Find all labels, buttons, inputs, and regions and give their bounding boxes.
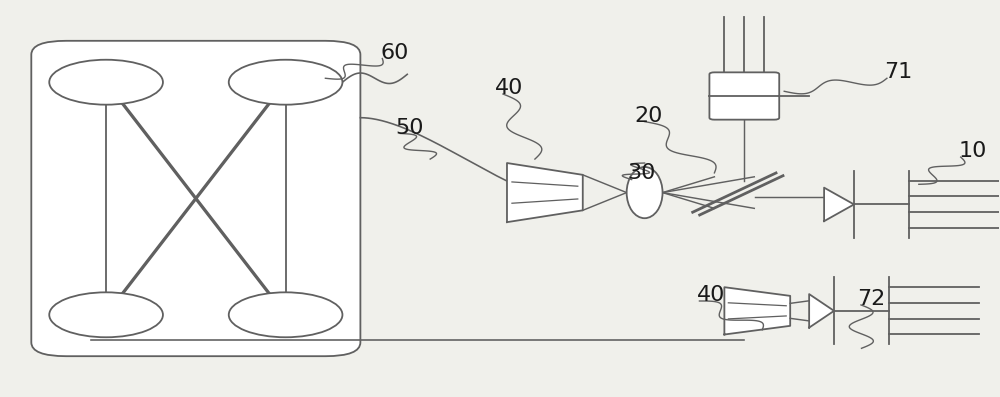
Polygon shape: [724, 287, 790, 335]
Circle shape: [229, 292, 342, 337]
Text: 10: 10: [959, 141, 987, 161]
Polygon shape: [824, 188, 854, 221]
Text: 30: 30: [628, 163, 656, 183]
FancyBboxPatch shape: [709, 72, 779, 119]
Text: 50: 50: [395, 118, 424, 137]
Ellipse shape: [627, 167, 663, 218]
Text: 71: 71: [884, 62, 912, 82]
Text: 40: 40: [495, 78, 523, 98]
Circle shape: [49, 60, 163, 105]
Circle shape: [229, 60, 342, 105]
Text: 72: 72: [857, 289, 885, 309]
Text: 40: 40: [696, 285, 725, 305]
Polygon shape: [507, 163, 583, 222]
Text: 20: 20: [635, 106, 663, 126]
FancyBboxPatch shape: [31, 41, 360, 356]
Text: 60: 60: [380, 42, 409, 63]
Circle shape: [49, 292, 163, 337]
Polygon shape: [809, 294, 834, 328]
